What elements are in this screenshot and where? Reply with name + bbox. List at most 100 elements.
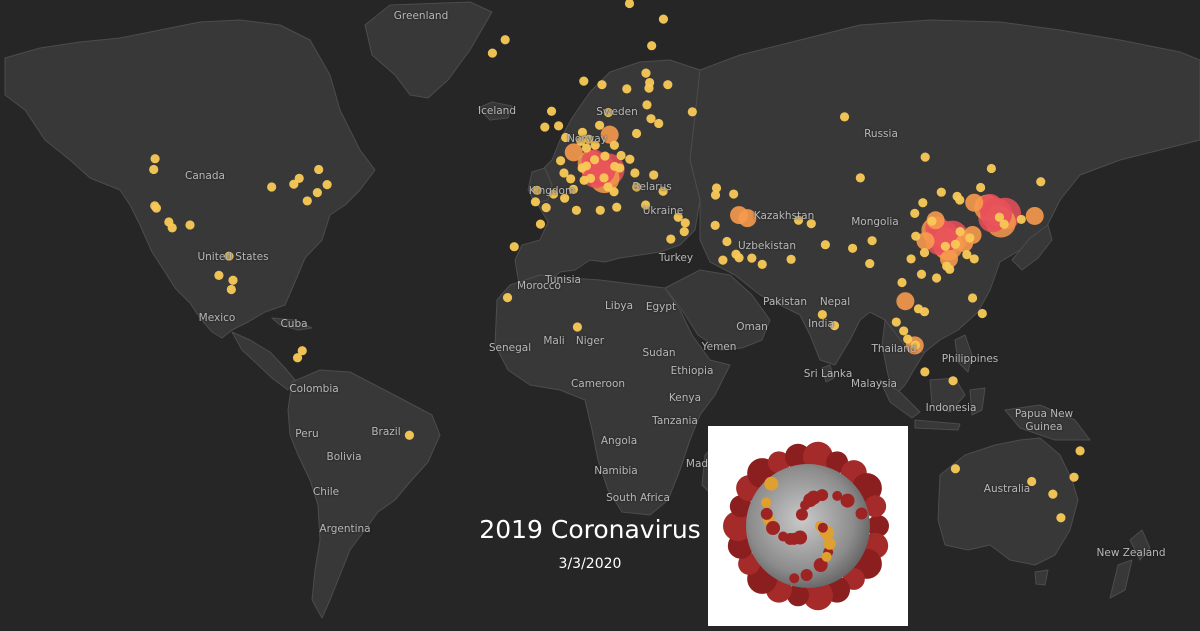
case-marker[interactable] bbox=[680, 218, 690, 228]
case-marker[interactable] bbox=[595, 120, 605, 130]
case-marker[interactable] bbox=[404, 430, 415, 440]
case-marker[interactable] bbox=[679, 227, 689, 237]
case-marker[interactable] bbox=[616, 150, 626, 161]
case-marker[interactable] bbox=[903, 334, 913, 344]
case-marker[interactable] bbox=[969, 254, 979, 264]
case-marker[interactable] bbox=[948, 376, 958, 386]
case-marker[interactable] bbox=[289, 179, 299, 189]
case-marker[interactable] bbox=[600, 125, 619, 144]
case-marker[interactable] bbox=[576, 136, 586, 147]
case-marker[interactable] bbox=[994, 212, 1005, 222]
case-marker[interactable] bbox=[151, 203, 162, 213]
case-marker[interactable] bbox=[918, 198, 928, 208]
case-marker[interactable] bbox=[897, 277, 907, 288]
case-marker[interactable] bbox=[965, 233, 975, 243]
case-marker[interactable] bbox=[820, 240, 830, 250]
case-marker[interactable] bbox=[865, 258, 875, 269]
case-marker[interactable] bbox=[150, 154, 160, 164]
case-marker[interactable] bbox=[532, 185, 542, 195]
case-marker[interactable] bbox=[597, 80, 607, 90]
case-marker[interactable] bbox=[641, 200, 651, 210]
case-marker[interactable] bbox=[945, 264, 955, 274]
case-marker[interactable] bbox=[559, 168, 569, 178]
case-marker[interactable] bbox=[314, 164, 324, 175]
case-marker[interactable] bbox=[561, 132, 571, 143]
case-marker[interactable] bbox=[600, 151, 610, 161]
case-marker[interactable] bbox=[919, 248, 930, 258]
case-marker[interactable] bbox=[615, 163, 625, 173]
case-marker[interactable] bbox=[603, 107, 613, 118]
case-marker[interactable] bbox=[911, 231, 921, 241]
case-marker[interactable] bbox=[718, 255, 728, 265]
case-marker[interactable] bbox=[584, 134, 594, 144]
case-marker[interactable] bbox=[322, 180, 332, 190]
case-marker[interactable] bbox=[214, 270, 224, 280]
case-marker[interactable] bbox=[630, 168, 640, 178]
case-marker[interactable] bbox=[899, 326, 909, 336]
case-marker[interactable] bbox=[916, 232, 935, 251]
case-marker[interactable] bbox=[687, 107, 697, 117]
case-marker[interactable] bbox=[625, 154, 635, 164]
case-marker[interactable] bbox=[1036, 177, 1046, 187]
case-marker[interactable] bbox=[910, 208, 920, 218]
case-marker[interactable] bbox=[729, 189, 739, 199]
case-marker[interactable] bbox=[599, 173, 609, 183]
case-marker[interactable] bbox=[556, 156, 566, 166]
case-marker[interactable] bbox=[571, 205, 582, 215]
case-marker[interactable] bbox=[568, 184, 578, 194]
case-marker[interactable] bbox=[950, 239, 961, 249]
case-marker[interactable] bbox=[226, 284, 236, 295]
case-marker[interactable] bbox=[487, 48, 498, 58]
case-marker[interactable] bbox=[149, 164, 159, 175]
case-marker[interactable] bbox=[546, 106, 557, 116]
case-marker[interactable] bbox=[986, 163, 996, 174]
case-marker[interactable] bbox=[646, 114, 656, 124]
case-marker[interactable] bbox=[916, 269, 927, 279]
case-marker[interactable] bbox=[1016, 214, 1026, 225]
case-marker[interactable] bbox=[896, 292, 915, 311]
case-marker[interactable] bbox=[641, 68, 651, 78]
case-marker[interactable] bbox=[730, 206, 749, 225]
case-marker[interactable] bbox=[502, 292, 513, 303]
case-marker[interactable] bbox=[294, 173, 304, 183]
case-marker[interactable] bbox=[932, 273, 942, 283]
case-marker[interactable] bbox=[1056, 513, 1066, 523]
case-marker[interactable] bbox=[500, 35, 510, 45]
case-marker[interactable] bbox=[977, 308, 987, 319]
case-marker[interactable] bbox=[920, 367, 930, 377]
case-marker[interactable] bbox=[658, 186, 668, 196]
case-marker[interactable] bbox=[609, 140, 619, 150]
case-marker[interactable] bbox=[631, 182, 642, 192]
case-marker[interactable] bbox=[530, 197, 541, 207]
case-marker[interactable] bbox=[624, 0, 635, 9]
case-marker[interactable] bbox=[891, 317, 901, 327]
case-marker[interactable] bbox=[829, 321, 840, 331]
case-marker[interactable] bbox=[622, 84, 632, 94]
case-marker[interactable] bbox=[950, 464, 961, 474]
case-marker[interactable] bbox=[927, 216, 937, 226]
case-marker[interactable] bbox=[1069, 472, 1079, 482]
case-marker[interactable] bbox=[757, 259, 767, 269]
case-marker[interactable] bbox=[855, 173, 865, 183]
case-marker[interactable] bbox=[292, 353, 303, 363]
case-marker[interactable] bbox=[663, 80, 673, 90]
case-marker[interactable] bbox=[673, 212, 683, 222]
case-marker[interactable] bbox=[936, 187, 946, 197]
case-marker[interactable] bbox=[541, 203, 551, 213]
case-marker[interactable] bbox=[654, 118, 664, 129]
case-marker[interactable] bbox=[267, 182, 277, 192]
case-marker[interactable] bbox=[817, 309, 827, 320]
case-marker[interactable] bbox=[595, 205, 605, 215]
case-marker[interactable] bbox=[554, 121, 564, 131]
case-marker[interactable] bbox=[711, 183, 722, 193]
case-marker[interactable] bbox=[967, 293, 978, 303]
case-marker[interactable] bbox=[312, 188, 322, 198]
case-marker[interactable] bbox=[631, 128, 642, 139]
case-marker[interactable] bbox=[1025, 206, 1044, 225]
case-marker[interactable] bbox=[806, 219, 816, 229]
case-marker[interactable] bbox=[920, 152, 930, 162]
case-marker[interactable] bbox=[590, 140, 600, 150]
case-marker[interactable] bbox=[297, 346, 307, 356]
case-marker[interactable] bbox=[579, 76, 589, 86]
